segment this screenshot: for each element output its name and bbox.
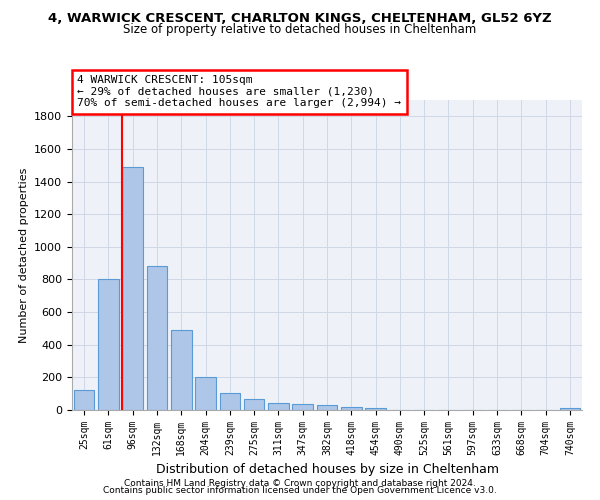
Bar (268, 404, 289, 410)
Bar (560, 408, 580, 410)
Bar (341, 406, 362, 410)
Bar (365, 408, 386, 410)
Text: Size of property relative to detached houses in Cheltenham: Size of property relative to detached ho… (124, 22, 476, 36)
Bar (220, 393, 240, 410)
Y-axis label: Number of detached properties: Number of detached properties (19, 168, 29, 342)
Bar (244, 400, 265, 410)
Text: Contains HM Land Registry data © Crown copyright and database right 2024.: Contains HM Land Registry data © Crown c… (124, 478, 476, 488)
Text: 4, WARWICK CRESCENT, CHARLTON KINGS, CHELTENHAM, GL52 6YZ: 4, WARWICK CRESCENT, CHARLTON KINGS, CHE… (48, 12, 552, 26)
Text: Contains public sector information licensed under the Open Government Licence v3: Contains public sector information licen… (103, 486, 497, 495)
Bar (122, 167, 143, 410)
Bar (171, 330, 191, 410)
Bar (317, 405, 337, 410)
Bar (74, 390, 94, 410)
Text: 4 WARWICK CRESCENT: 105sqm
← 29% of detached houses are smaller (1,230)
70% of s: 4 WARWICK CRESCENT: 105sqm ← 29% of deta… (77, 75, 401, 108)
Bar (292, 404, 313, 410)
Bar (98, 280, 119, 410)
Bar (195, 376, 216, 410)
X-axis label: Distribution of detached houses by size in Cheltenham: Distribution of detached houses by size … (155, 464, 499, 476)
Bar (146, 266, 167, 410)
